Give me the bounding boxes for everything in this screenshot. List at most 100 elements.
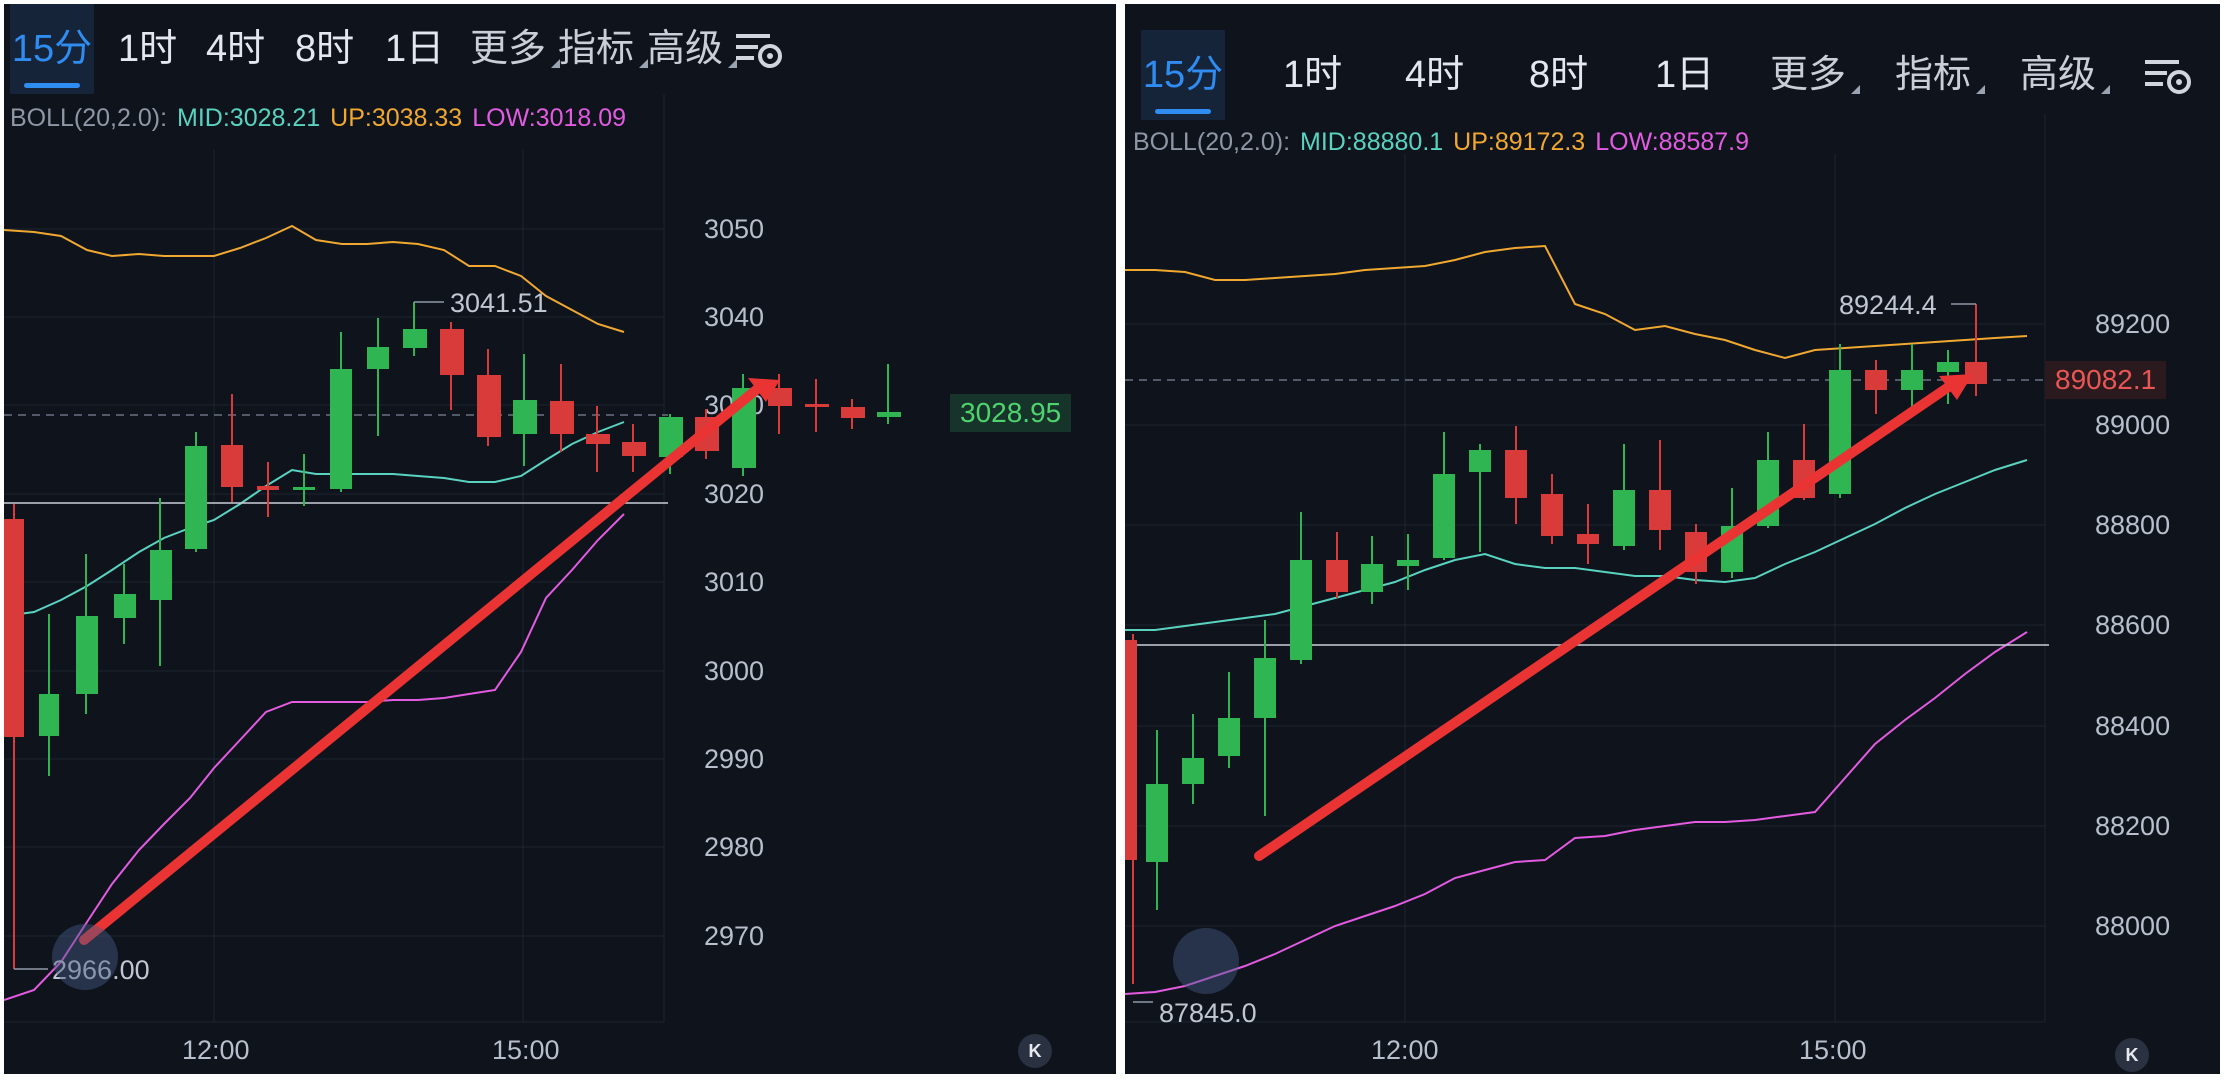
y-tick: 89000	[2095, 410, 2170, 440]
candle-up	[39, 614, 59, 776]
tab-8h[interactable]: 8时	[1529, 54, 1589, 96]
k-button[interactable]: K	[1018, 1034, 1052, 1068]
high-price-label: 89244.4	[1839, 290, 1937, 320]
y-tick: 3020	[704, 479, 764, 509]
tab-8h[interactable]: 8时	[295, 28, 355, 70]
candle-up	[114, 564, 136, 644]
candle-down	[550, 364, 574, 452]
candle-down	[841, 399, 865, 429]
candle-down	[1541, 474, 1563, 544]
y-tick: 88800	[2095, 510, 2170, 540]
tab-indicators[interactable]: 指标	[558, 4, 649, 94]
x-tick: 15:00	[1799, 1035, 1867, 1065]
timeframe-tabs: 15分 1时 4时 8时 1日 更多 指标 高级	[4, 4, 1116, 94]
y-tick: 88000	[2095, 911, 2170, 941]
boll-name: BOLL(20,2.0):	[10, 104, 168, 132]
candle-down	[586, 406, 610, 472]
tab-1h[interactable]: 1时	[118, 28, 178, 70]
y-tick: 3000	[704, 656, 764, 686]
candle-down	[440, 322, 464, 410]
candle-down	[622, 424, 646, 472]
chart-panel-right: 15分 1时 4时 8时 1日 更多 指标 高级 BOLL(20,2.0): MI…	[1125, 4, 2220, 1074]
y-tick: 88400	[2095, 711, 2170, 741]
candle-down	[1649, 440, 1671, 550]
y-tick: 3050	[704, 214, 764, 244]
y-tick: 2970	[704, 921, 764, 951]
boll-upper-line	[1125, 244, 2028, 360]
candle-down	[768, 374, 792, 434]
boll-mid: MID:3028.21	[177, 104, 321, 132]
candle-down	[221, 394, 243, 502]
chart-panel-left: 15分 1时 4时 8时 1日 更多 指标 高级 BOLL(20,2.0): MI…	[4, 4, 1116, 1074]
current-price-tag: 89082.1	[2045, 361, 2167, 399]
candle-up	[403, 302, 427, 356]
boll-mid: MID:88880.1	[1300, 128, 1444, 156]
boll-lower-line	[4, 513, 625, 1001]
tab-15min[interactable]: 15分	[10, 4, 94, 94]
candle-down	[1505, 426, 1527, 524]
tab-1d[interactable]: 1日	[385, 28, 445, 70]
candle-up	[1613, 444, 1635, 550]
candle-up	[150, 498, 172, 666]
candle-up	[513, 354, 537, 466]
tab-more[interactable]: 更多	[1770, 30, 1861, 120]
boll-upper-line	[4, 224, 625, 333]
boll-low: LOW:3018.09	[472, 104, 627, 132]
candle-up	[330, 332, 352, 492]
candle-up	[877, 364, 901, 424]
candlestick-chart-left[interactable]: 3050 3040 3030 3020 3010 3000 2990 2980 …	[4, 4, 1116, 1074]
boll-lower-line	[1125, 631, 2028, 995]
candle-up	[1182, 714, 1204, 804]
candle-up	[1218, 672, 1240, 768]
y-tick: 89200	[2095, 309, 2170, 339]
candle-up	[1433, 432, 1455, 560]
boll-indicator-row: BOLL(20,2.0): MID:3028.21 UP:3038.33 LOW:30…	[10, 104, 636, 133]
tab-4h[interactable]: 4时	[206, 28, 266, 70]
x-tick: 12:00	[1371, 1035, 1439, 1065]
candle-up	[1361, 536, 1383, 604]
settings-gear-icon[interactable]	[2145, 54, 2193, 98]
tab-4h[interactable]: 4时	[1405, 54, 1465, 96]
y-tick: 88600	[2095, 610, 2170, 640]
candle-up	[1146, 730, 1168, 910]
low-price-label: 87845.0	[1159, 998, 1257, 1028]
tab-1d[interactable]: 1日	[1655, 54, 1715, 96]
expand-icon[interactable]	[1173, 928, 1239, 994]
tab-15min[interactable]: 15分	[1141, 30, 1225, 120]
expand-icon[interactable]	[52, 924, 118, 990]
trend-arrow	[1254, 374, 1973, 861]
y-tick: 2990	[704, 744, 764, 774]
trend-arrow	[79, 378, 780, 945]
candle-down	[4, 504, 24, 969]
candle-up	[1254, 620, 1276, 816]
boll-up: UP:89172.3	[1453, 128, 1586, 156]
candle-down	[1326, 532, 1348, 598]
candle-up	[1397, 534, 1419, 590]
boll-low: LOW:88587.9	[1595, 128, 1750, 156]
candle-down	[1965, 304, 1987, 396]
y-tick: 2980	[704, 832, 764, 862]
candle-up	[1469, 444, 1491, 552]
high-price-label: 3041.51	[450, 288, 548, 318]
x-tick: 15:00	[492, 1035, 560, 1065]
timeframe-tabs: 15分 1时 4时 8时 1日 更多 指标 高级	[1125, 30, 2220, 120]
tab-advanced[interactable]: 高级	[2020, 30, 2111, 120]
tab-indicators[interactable]: 指标	[1895, 30, 1986, 120]
k-button[interactable]: K	[2115, 1038, 2149, 1072]
settings-gear-icon[interactable]	[736, 28, 784, 72]
boll-up: UP:3038.33	[330, 104, 463, 132]
candle-up	[1290, 512, 1312, 664]
tab-1h[interactable]: 1时	[1283, 54, 1343, 96]
candle-up	[367, 318, 389, 436]
boll-indicator-row: BOLL(20,2.0): MID:88880.1 UP:89172.3 LOW:88…	[1133, 128, 1759, 157]
tab-advanced[interactable]: 高级	[647, 4, 738, 94]
candle-down	[1577, 504, 1599, 564]
candlestick-chart-right[interactable]: 89200 89000 88800 88600 88400 88200 8800…	[1125, 4, 2220, 1074]
candles	[1125, 304, 1987, 984]
y-tick: 3040	[704, 302, 764, 332]
candle-up	[185, 432, 207, 552]
current-price-tag: 3028.95	[950, 394, 1072, 432]
tab-more[interactable]: 更多	[470, 4, 561, 94]
candle-up	[1901, 344, 1923, 408]
candle-up	[76, 554, 98, 714]
